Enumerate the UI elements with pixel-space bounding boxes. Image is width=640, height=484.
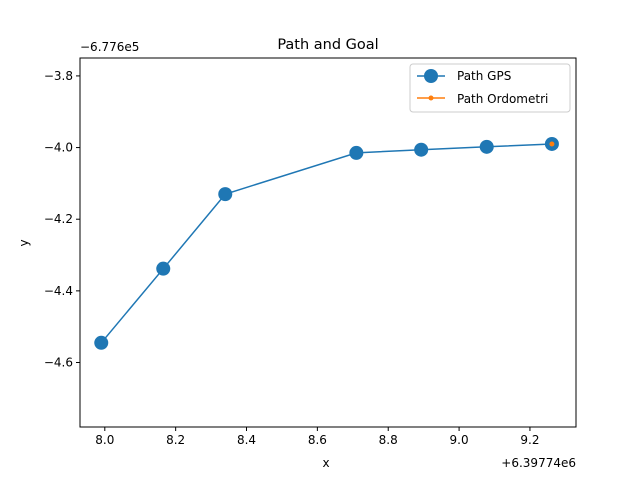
y-tick-label: −3.8 (44, 69, 73, 83)
x-axis-ticks: 8.0 8.2 8.4 8.6 8.8 9.0 9.2 (95, 427, 539, 447)
legend-marker-ordometri (428, 95, 434, 101)
legend-box (409, 63, 571, 113)
x-tick-label: 8.2 (166, 433, 185, 447)
series-0-point (94, 335, 109, 350)
y-tick-label: −4.6 (44, 356, 73, 370)
legend: Path GPS Path Ordometri (409, 63, 571, 113)
x-tick-label: 8.0 (95, 433, 114, 447)
series-0-point (414, 142, 429, 157)
y-offset-label: −6.776e5 (80, 40, 139, 54)
x-tick-label: 8.4 (237, 433, 256, 447)
legend-marker-gps (424, 69, 438, 83)
x-tick-label: 8.6 (308, 433, 327, 447)
y-tick-label: −4.2 (44, 212, 73, 226)
series-0-point (156, 261, 171, 276)
x-tick-label: 8.8 (379, 433, 398, 447)
x-offset-label: +6.39774e6 (501, 456, 576, 470)
series-0-point (349, 145, 364, 160)
y-axis-ticks: −3.8 −4.0 −4.2 −4.4 −4.6 (44, 69, 80, 370)
series-0-point (218, 187, 233, 202)
y-axis-label: y (17, 239, 31, 246)
x-tick-label: 9.2 (520, 433, 539, 447)
x-tick-label: 9.0 (450, 433, 469, 447)
series-1-point (549, 141, 555, 147)
y-tick-label: −4.4 (44, 284, 73, 298)
x-axis-label: x (322, 456, 329, 470)
legend-label-gps: Path GPS (457, 69, 511, 83)
plot-area-frame (79, 57, 577, 428)
series-0-point (479, 139, 494, 154)
chart-title: Path and Goal (277, 37, 378, 53)
y-tick-label: −4.0 (44, 141, 73, 155)
legend-label-ordometri: Path Ordometri (457, 92, 548, 106)
series-layer (94, 136, 559, 350)
